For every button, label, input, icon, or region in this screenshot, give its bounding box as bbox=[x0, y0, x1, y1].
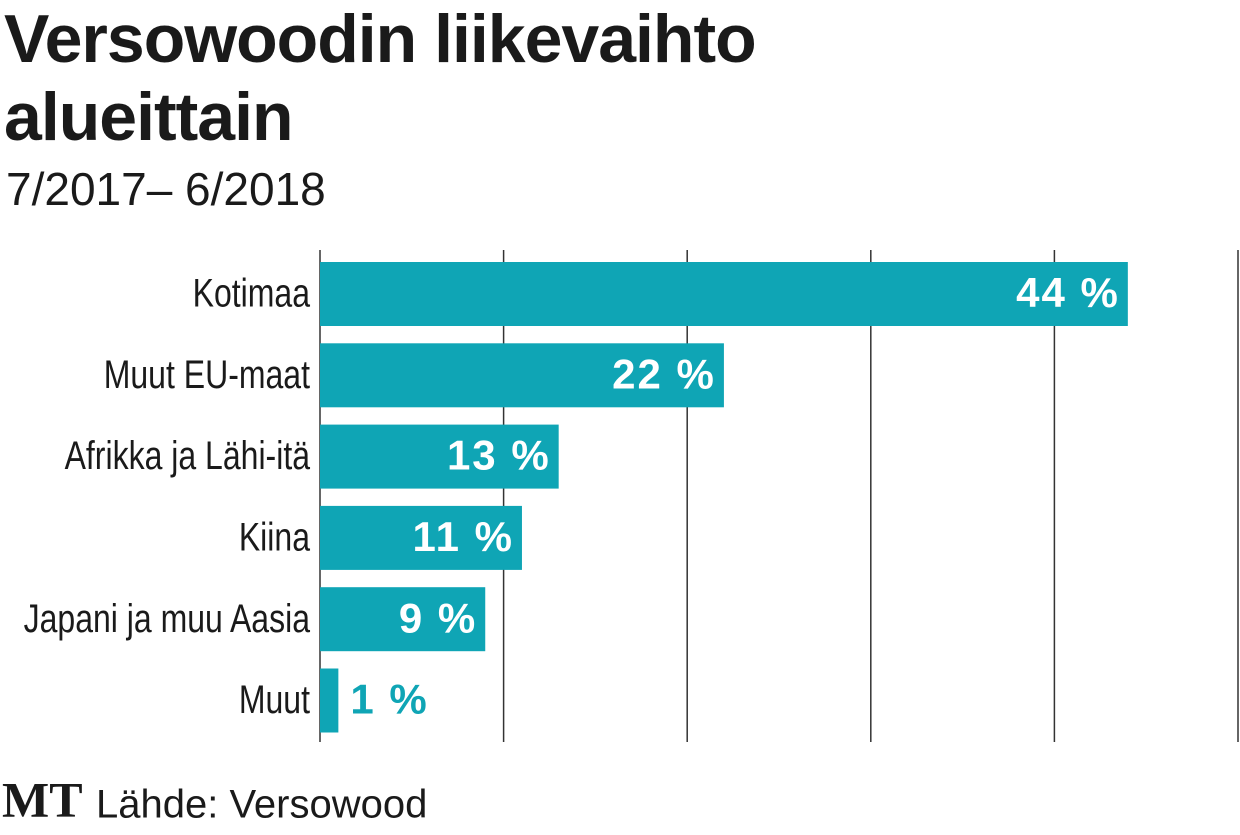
y-tick-label: Japani ja muu Aasia bbox=[24, 595, 311, 640]
value-label: 44 % bbox=[1016, 269, 1120, 316]
bar bbox=[320, 424, 559, 489]
bar bbox=[320, 587, 486, 652]
value-label: 1 % bbox=[350, 676, 428, 723]
chart-title: Versowoodin liikevaihto alueittain bbox=[4, 1, 757, 155]
chart-subtitle: 7/2017– 6/2018 bbox=[6, 163, 326, 215]
logo: MT bbox=[2, 771, 83, 827]
y-tick-label: Afrikka ja Lähi-itä bbox=[65, 433, 311, 478]
bar bbox=[320, 262, 1128, 326]
value-label: 9 % bbox=[399, 594, 477, 641]
y-tick-label: Muut EU-maat bbox=[104, 351, 310, 396]
value-label: 11 % bbox=[413, 513, 514, 560]
bar bbox=[320, 668, 339, 733]
value-label: 13 % bbox=[447, 432, 551, 479]
bar bbox=[320, 505, 522, 570]
y-tick-label: Muut bbox=[239, 677, 310, 722]
y-tick-label: Kotimaa bbox=[193, 270, 311, 315]
bar bbox=[320, 343, 724, 408]
value-label: 22 % bbox=[612, 350, 716, 397]
source: Lähde: Versowood bbox=[96, 783, 427, 827]
y-tick-label: Kiina bbox=[239, 514, 311, 559]
